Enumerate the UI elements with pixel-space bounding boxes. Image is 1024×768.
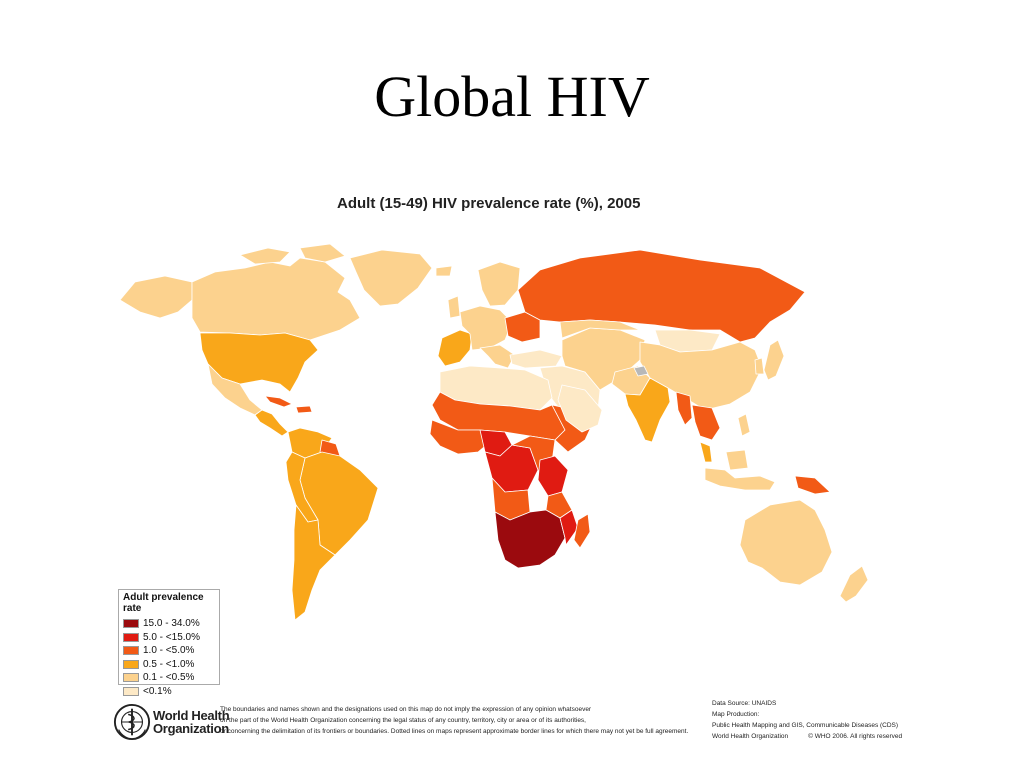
credit-copyright: © WHO 2006. All rights reserved	[808, 733, 903, 740]
region-kazakhstan	[559, 319, 641, 339]
legend-label: 0.5 - <1.0%	[143, 658, 195, 670]
region-malaysia	[699, 441, 713, 463]
legend-title: Adult prevalence rate	[123, 592, 204, 614]
map-disclaimer: The boundaries and names shown and the d…	[220, 704, 690, 737]
region-hispaniola	[295, 405, 313, 414]
region-turkey	[509, 349, 563, 369]
region-no-data	[633, 365, 649, 377]
legend-label: 15.0 - 34.0%	[143, 618, 200, 630]
region-southern-cone	[291, 504, 336, 621]
who-wordmark: World Health Organization	[153, 708, 230, 736]
region-western-europe	[437, 329, 473, 367]
legend-label: 0.1 - <0.5%	[143, 672, 195, 684]
credit-org: World Health Organization	[712, 733, 789, 740]
legend-item: <0.1%	[123, 685, 215, 699]
region-central-america	[254, 409, 289, 437]
disclaimer-line: or concerning the delimitation of its fr…	[220, 728, 689, 735]
legend-item: 1.0 - <5.0%	[123, 644, 215, 658]
region-west-africa-coast	[429, 419, 491, 455]
region-myanmar	[675, 391, 693, 426]
region-india	[624, 377, 671, 443]
region-japan	[763, 339, 785, 381]
legend-label: 1.0 - <5.0%	[143, 645, 195, 657]
disclaimer-line: The boundaries and names shown and the d…	[220, 706, 592, 713]
legend-swatch	[123, 619, 139, 629]
legend-swatch	[123, 659, 139, 669]
map-legend: Adult prevalence rate 15.0 - 34.0% 5.0 -…	[118, 589, 220, 697]
legend-item: 0.1 - <0.5%	[123, 671, 215, 685]
legend-item: 5.0 - <15.0%	[123, 631, 215, 645]
who-wordmark-line2: Organization	[153, 721, 229, 736]
region-korea	[754, 357, 765, 375]
credit-org-row: World Health Organization © WHO 2006. All…	[712, 731, 902, 742]
who-wordmark-line1: World Health	[153, 708, 230, 723]
region-thailand-indochina	[691, 404, 721, 441]
region-new-zealand	[839, 565, 869, 603]
region-madagascar	[573, 513, 591, 549]
region-papua-new-guinea	[794, 475, 831, 495]
region-arabia	[557, 384, 603, 433]
region-indonesia	[704, 467, 776, 491]
region-arctic-islands-2	[299, 243, 346, 263]
region-scandinavia	[477, 261, 521, 307]
legend-label: <0.1%	[143, 685, 172, 697]
region-borneo	[725, 449, 749, 471]
disclaimer-line: on the part of the World Health Organiza…	[220, 717, 586, 724]
legend-swatch	[123, 686, 139, 696]
map-title: Adult (15-49) HIV prevalence rate (%), 2…	[337, 195, 641, 212]
legend-swatch	[123, 632, 139, 642]
region-canada	[191, 257, 361, 341]
region-italy-balkans	[479, 344, 516, 369]
who-emblem-icon	[113, 703, 151, 741]
credit-unit: Public Health Mapping and GIS, Communica…	[712, 722, 899, 729]
region-arctic-islands	[239, 247, 291, 265]
region-alaska	[119, 275, 193, 319]
region-uk	[447, 295, 461, 319]
region-australia	[739, 499, 833, 586]
region-central-europe	[459, 305, 513, 351]
legend-swatch	[123, 673, 139, 683]
legend-item: 0.5 - <1.0%	[123, 658, 215, 672]
region-southern-africa	[494, 509, 566, 569]
region-mozambique	[559, 509, 579, 546]
region-philippines	[737, 413, 751, 437]
credit-source: Data Source: UNAIDS	[712, 700, 777, 707]
credit-production: Map Production:	[712, 711, 760, 718]
legend-swatch	[123, 646, 139, 656]
region-caribbean	[264, 395, 293, 408]
legend-label: 5.0 - <15.0%	[143, 631, 200, 643]
legend-item: 15.0 - 34.0%	[123, 617, 215, 631]
map-credits: Data Source: UNAIDS Map Production: Publ…	[712, 698, 902, 742]
region-greenland	[349, 249, 433, 307]
slide-title: Global HIV	[374, 64, 650, 129]
region-iceland	[435, 265, 453, 277]
region-east-africa	[537, 455, 569, 497]
